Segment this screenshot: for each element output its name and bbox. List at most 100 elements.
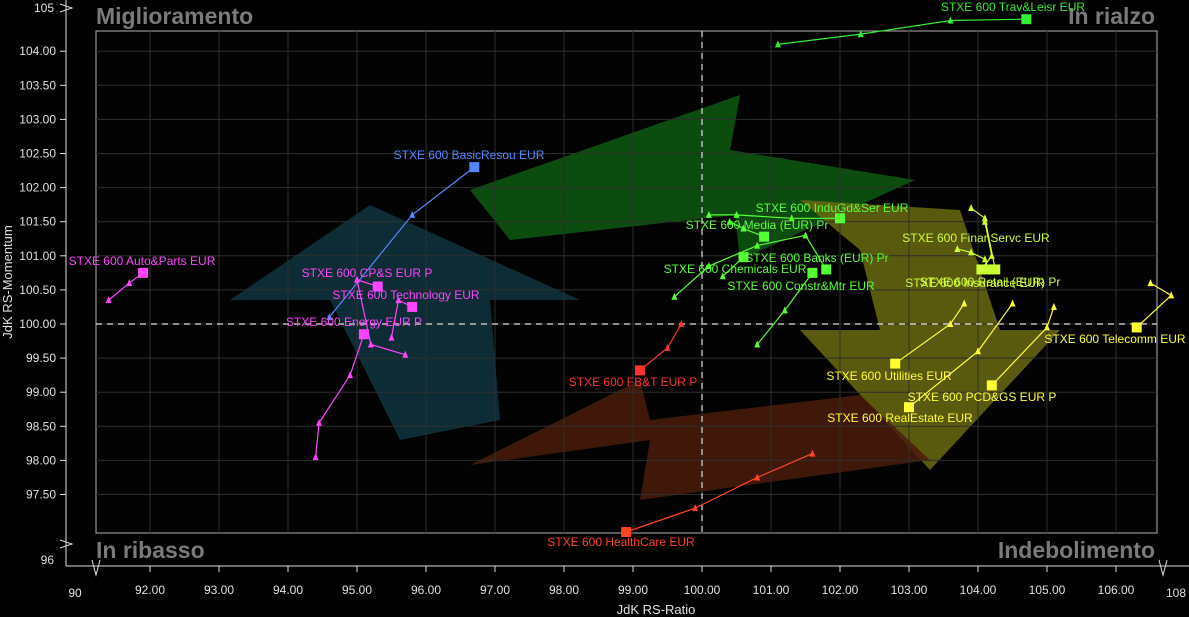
y-edge-label-min: 96 xyxy=(41,553,55,567)
series-0: STXE 600 Trav&Leisr EUR xyxy=(774,0,1085,48)
series-head-marker[interactable] xyxy=(621,527,632,538)
y-tick-label: 100.00 xyxy=(19,317,56,331)
arrow-shape-red xyxy=(470,380,930,500)
series-10: STXE 600 Banks (EUR) Pr xyxy=(671,231,889,300)
series-head-marker[interactable] xyxy=(904,402,914,413)
series-head-marker[interactable] xyxy=(983,264,994,275)
series-tail-point xyxy=(975,347,981,355)
series-tail-point xyxy=(664,343,671,351)
series-head-marker[interactable] xyxy=(890,358,901,369)
x-axis-break-left xyxy=(91,559,101,577)
x-tick-label: 92.00 xyxy=(135,583,165,597)
series-label: STXE 600 Banks (EUR) Pr xyxy=(745,251,888,265)
series-label: STXE 600 Constr&Mtr EUR xyxy=(727,279,875,293)
series-label: STXE 600 Retail (EUR) Pr xyxy=(920,275,1061,289)
y-tick-label: 103.50 xyxy=(19,78,56,92)
series-6: STXE 600 FB&T EUR P xyxy=(569,320,698,389)
series-tail-line xyxy=(315,334,365,458)
series-tail-point xyxy=(671,292,678,300)
x-tick-label: 102.00 xyxy=(822,583,859,597)
series-label: STXE 600 Insurance EUR xyxy=(905,276,1045,290)
series-label: STXE 600 HealthCare EUR xyxy=(547,535,695,549)
series-head-marker[interactable] xyxy=(759,231,770,242)
series-11: STXE 600 Chemicals EUR xyxy=(664,252,807,280)
series-tail-point xyxy=(1168,291,1175,299)
x-tick-label: 99.00 xyxy=(618,583,648,597)
series-head-marker[interactable] xyxy=(986,380,997,391)
y-tick-label: 104.00 xyxy=(19,44,56,58)
x-tick-label: 103.00 xyxy=(891,583,928,597)
series-head-marker[interactable] xyxy=(807,267,818,278)
y-tick-label: 102.50 xyxy=(19,147,56,161)
series-tail-point xyxy=(367,340,374,348)
series-label: STXE 600 FB&T EUR P xyxy=(569,375,698,389)
series-15: STXE 600 Insurance EUR xyxy=(905,217,1045,290)
series-head-marker[interactable] xyxy=(821,264,832,275)
series-19: STXE 600 RealEstate EUR xyxy=(827,299,1016,425)
y-tick-label: 98.50 xyxy=(26,419,56,433)
x-tick-label: 94.00 xyxy=(273,583,303,597)
series-tail-point xyxy=(678,320,685,327)
series-label: STXE 600 PCD&GS EUR P xyxy=(908,390,1057,404)
series-head-marker[interactable] xyxy=(407,301,418,312)
series-tail-point xyxy=(347,371,354,379)
quadrant-label-top-left: Miglioramento xyxy=(96,3,253,29)
series-label: STXE 600 Technology EUR xyxy=(332,288,480,302)
series-head-marker[interactable] xyxy=(358,329,369,340)
series-label: STXE 600 Auto&Parts EUR xyxy=(69,254,216,268)
series-tail-point xyxy=(981,217,988,225)
series-tail-point xyxy=(754,473,761,481)
series-1: STXE 600 BasicResou EUR xyxy=(326,148,545,321)
series-head-marker[interactable] xyxy=(634,365,645,376)
arrow-shape-teal xyxy=(230,205,580,440)
chart-grid xyxy=(96,31,1157,533)
series-head-marker[interactable] xyxy=(990,264,1001,275)
x-axis-title: JdK RS-Ratio xyxy=(617,602,696,617)
series-17: STXE 600 Telecomm EUR xyxy=(1044,279,1186,346)
quadrant-label-bottom-left: In ribasso xyxy=(96,537,205,563)
series-tail-point xyxy=(409,210,416,218)
y-tick-label: 99.00 xyxy=(26,385,56,399)
series-head-marker[interactable] xyxy=(738,252,749,263)
series-tail-point xyxy=(126,279,133,287)
series-label: STXE 600 RealEstate EUR xyxy=(827,411,973,425)
series-tail-line xyxy=(708,214,840,219)
series-label: STXE 600 CP&S EUR P xyxy=(302,266,433,280)
series-tail-point xyxy=(354,275,360,283)
series-tail-point xyxy=(988,251,995,259)
series-tail-point xyxy=(733,210,740,218)
y-tick-label: 101.50 xyxy=(19,215,56,229)
y-axis-break-top xyxy=(59,3,74,13)
series-label: STXE 600 Media (EUR) Pr xyxy=(686,218,829,232)
series-5: STXE 600 Energy EUR P xyxy=(286,315,422,460)
series-tail-point xyxy=(1044,323,1050,331)
series-head-marker[interactable] xyxy=(1131,322,1142,333)
series-head-marker[interactable] xyxy=(835,213,845,224)
series-3: STXE 600 CP&S EUR P xyxy=(302,266,433,358)
series-tail-point xyxy=(1147,279,1154,287)
y-tick-label: 99.50 xyxy=(26,351,56,365)
quadrant-labels: Miglioramento In rialzo In ribasso Indeb… xyxy=(96,3,1155,563)
series-label: STXE 600 Chemicals EUR xyxy=(664,262,807,276)
arrow-shape-yellow xyxy=(800,200,1060,470)
y-tick-label: 103.00 xyxy=(19,112,56,126)
series-tail-point xyxy=(705,262,712,270)
series-tail-point xyxy=(947,320,954,327)
series-tail-point xyxy=(754,340,761,348)
series-head-marker[interactable] xyxy=(1021,14,1032,25)
series-tail-line xyxy=(957,248,989,270)
series-tail-point xyxy=(968,204,975,212)
series-head-marker[interactable] xyxy=(469,162,480,173)
series-tail-point xyxy=(719,272,726,280)
series-head-marker[interactable] xyxy=(138,267,149,278)
series-tail-point xyxy=(692,504,699,512)
x-edge-label-max: 108 xyxy=(1166,586,1186,600)
series-head-marker[interactable] xyxy=(976,264,987,275)
series-8: STXE 600 InduGd&Ser EUR xyxy=(705,201,909,224)
series-16: STXE 600 Utilities EUR xyxy=(826,299,968,383)
series-tail-point xyxy=(1050,302,1057,310)
series-head-marker[interactable] xyxy=(372,281,383,292)
series-tail-point xyxy=(809,449,816,457)
series-tail-point xyxy=(726,217,733,225)
